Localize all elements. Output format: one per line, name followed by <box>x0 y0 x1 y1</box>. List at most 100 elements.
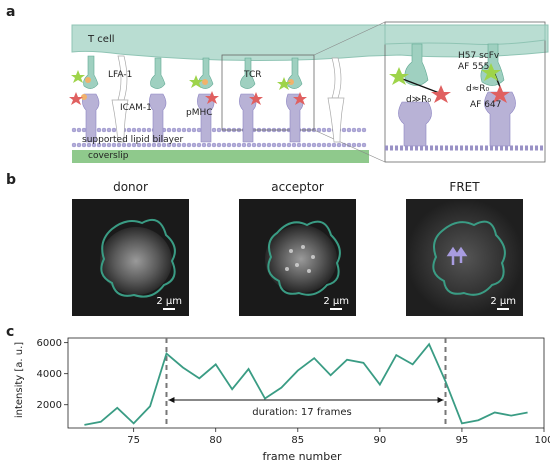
lipid-head <box>351 142 357 148</box>
lipid-head <box>176 142 182 148</box>
lipid-head <box>296 142 302 148</box>
lipid-head <box>191 142 197 148</box>
lipid-head <box>141 127 147 133</box>
lipid-head <box>81 142 87 148</box>
lipid-head <box>96 142 102 148</box>
donor-title: donor <box>113 180 148 194</box>
zoom-line-top <box>313 21 386 56</box>
lipid-head <box>331 142 337 148</box>
lipid-head <box>301 142 307 148</box>
lipid-head <box>111 127 117 133</box>
x-tick-label: 90 <box>373 435 386 446</box>
lipid-head <box>346 127 352 133</box>
lipid-head <box>111 142 117 148</box>
lipid-head <box>106 142 112 148</box>
lipid-head <box>106 127 112 133</box>
lipid-head <box>126 142 132 148</box>
lipid-head <box>151 142 157 148</box>
lipid-head <box>171 127 177 133</box>
lipid-head <box>186 127 192 133</box>
lipid-head <box>186 142 192 148</box>
lipid-head <box>286 142 292 148</box>
lipid-head <box>191 127 197 133</box>
y-tick-label: 6000 <box>37 338 62 349</box>
fret-image: 2 μm <box>406 199 523 316</box>
lipid-head <box>291 142 297 148</box>
lipid-head <box>231 142 237 148</box>
lipid-head <box>206 142 212 148</box>
lipid-head <box>321 142 327 148</box>
lipid-head <box>196 142 202 148</box>
fret-scalebar: 2 μm <box>490 296 516 310</box>
bilayer-label: supported lipid bilayer <box>82 135 184 145</box>
lfa1-icam1 <box>111 55 345 143</box>
lipid-head <box>271 142 277 148</box>
lipid-head <box>171 142 177 148</box>
acceptor-image: 2 μm <box>239 199 356 316</box>
lipid-head <box>236 142 242 148</box>
t-cell-label: T cell <box>88 34 115 45</box>
lipid-head <box>166 127 172 133</box>
lipid-head <box>131 127 137 133</box>
donor-scalebar: 2 μm <box>156 296 182 310</box>
acceptor-scalebar: 2 μm <box>323 296 349 310</box>
fret-event-arrows <box>446 246 468 265</box>
lipid-head <box>71 142 77 148</box>
icam1-label: ICAM-1 <box>120 103 152 113</box>
duration-arrow-head-right <box>437 397 444 403</box>
lipid-head <box>226 142 232 148</box>
lipid-head <box>81 127 87 133</box>
lipid-head <box>266 142 272 148</box>
fluorophore-markers <box>69 70 307 105</box>
lipid-head <box>136 127 142 133</box>
lipid-head <box>156 142 162 148</box>
lipid-head <box>96 127 102 133</box>
lipid-head <box>101 142 107 148</box>
lipid-head <box>71 127 77 133</box>
pmhc-ligands <box>82 93 304 143</box>
y-tick-label: 4000 <box>37 369 62 380</box>
x-tick-label: 85 <box>291 435 304 446</box>
lipid-head <box>91 142 97 148</box>
lipid-head <box>161 142 167 148</box>
lipid-head <box>326 127 332 133</box>
chart-ylabel: intensity [a. u.] <box>14 342 25 418</box>
lipid-head <box>351 127 357 133</box>
lipid-head <box>101 127 107 133</box>
lipid-head <box>126 127 132 133</box>
zoom-source-box <box>221 54 315 131</box>
donor-image: 2 μm <box>72 199 189 316</box>
lipid-head <box>216 127 222 133</box>
lipid-head <box>326 142 332 148</box>
fret-title: FRET <box>449 180 480 194</box>
lipid-head <box>201 142 207 148</box>
fret-cell-outline <box>432 220 506 296</box>
lipid-head <box>336 142 342 148</box>
lipid-head <box>176 127 182 133</box>
lipid-head <box>341 127 347 133</box>
lipid-head <box>141 142 147 148</box>
panel-a-label: a <box>6 4 16 20</box>
tcr-label: TCR <box>244 70 262 80</box>
lipid-head <box>181 127 187 133</box>
lipid-head <box>306 142 312 148</box>
h57-label: H57 scFv <box>458 51 500 61</box>
panel-a-diagram <box>69 21 549 163</box>
lipid-head <box>211 127 217 133</box>
intensity-series-line <box>84 342 528 426</box>
intensity-chart: 75 80 85 90 95 100 2000 4000 6000 intensity [a. … <box>14 337 550 463</box>
lipid-head <box>146 127 152 133</box>
acceptor-cell-outline <box>267 220 341 296</box>
lipid-head <box>221 142 227 148</box>
lipid-head <box>311 142 317 148</box>
lipid-head <box>181 142 187 148</box>
lipid-head <box>76 142 82 148</box>
duration-annotation: duration: 17 frames <box>252 407 351 418</box>
lipid-head <box>216 142 222 148</box>
acceptor-title: acceptor <box>271 180 324 194</box>
x-tick-label: 75 <box>127 435 140 446</box>
lipid-head <box>316 142 322 148</box>
y-tick-label: 2000 <box>37 400 62 411</box>
lipid-head <box>211 142 217 148</box>
chart-frame <box>67 337 545 429</box>
